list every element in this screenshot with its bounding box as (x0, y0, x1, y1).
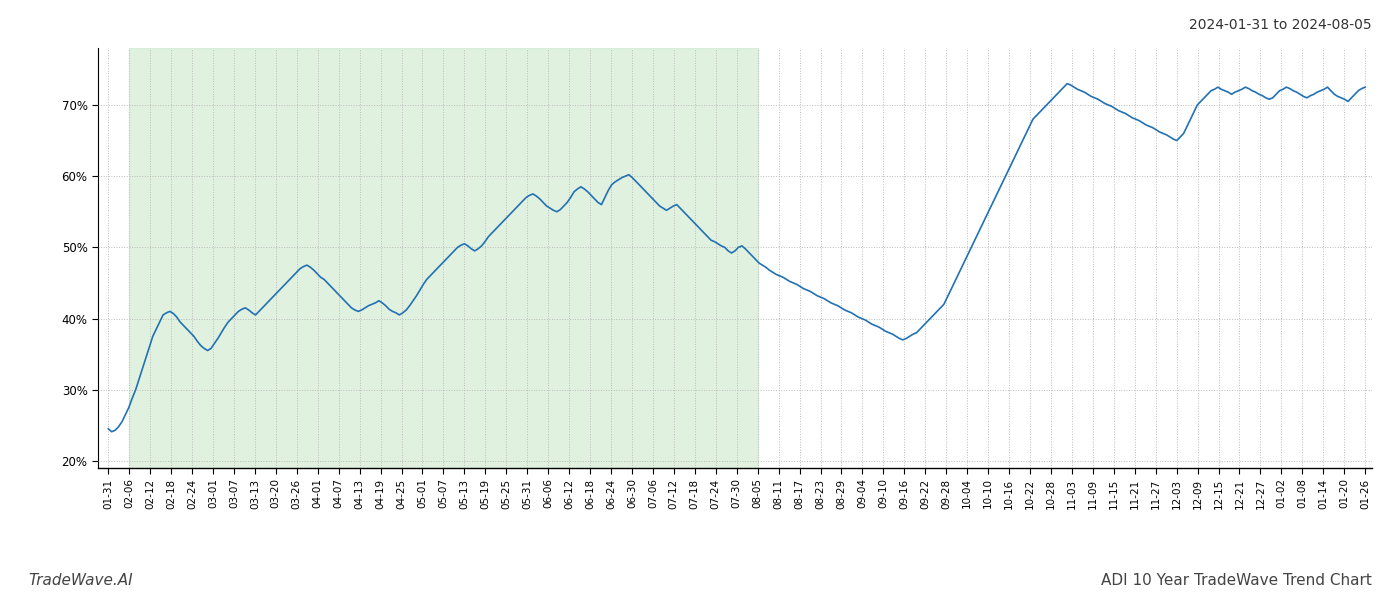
Text: TradeWave.AI: TradeWave.AI (28, 573, 133, 588)
Text: 2024-01-31 to 2024-08-05: 2024-01-31 to 2024-08-05 (1190, 18, 1372, 32)
Bar (129, 48, 757, 468)
Text: ADI 10 Year TradeWave Trend Chart: ADI 10 Year TradeWave Trend Chart (1102, 573, 1372, 588)
